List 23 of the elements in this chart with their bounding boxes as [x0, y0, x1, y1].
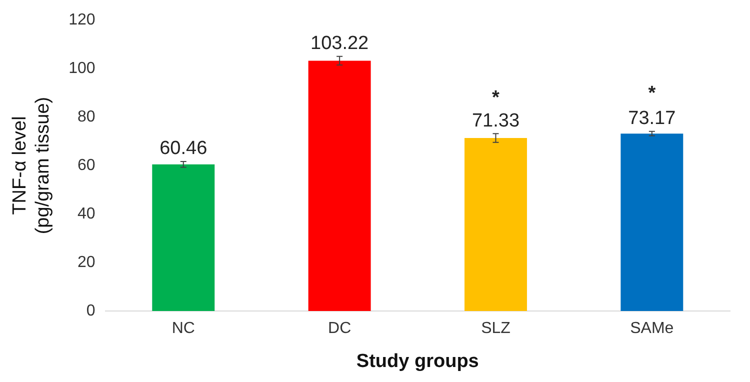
- y-tick-label: 20: [78, 254, 96, 271]
- bar: [464, 138, 527, 311]
- y-axis-title: TNF-α level (pg/gram tissue): [10, 96, 54, 234]
- x-axis-title: Study groups: [356, 350, 479, 372]
- y-tick-label: 80: [78, 108, 96, 126]
- annotation: *: [648, 82, 656, 104]
- x-tick-label: SLZ: [481, 320, 511, 338]
- data-label: 73.17: [628, 108, 676, 130]
- x-tick-label: SAMe: [630, 320, 674, 338]
- bar: [620, 134, 684, 311]
- x-tick-label: DC: [328, 320, 352, 338]
- x-tick-label: NC: [172, 320, 195, 338]
- y-tick-label: 60: [78, 156, 96, 174]
- y-tick-label: 0: [86, 302, 96, 320]
- y-tick-label: 40: [78, 205, 96, 222]
- y-tick-label: 120: [68, 11, 96, 28]
- annotation: *: [492, 87, 500, 108]
- data-label: 60.46: [160, 138, 208, 160]
- data-label: 103.22: [310, 33, 369, 54]
- y-tick-label: 100: [68, 60, 96, 77]
- data-label: 71.33: [472, 110, 520, 132]
- bar: [152, 164, 215, 311]
- bar: [308, 60, 371, 311]
